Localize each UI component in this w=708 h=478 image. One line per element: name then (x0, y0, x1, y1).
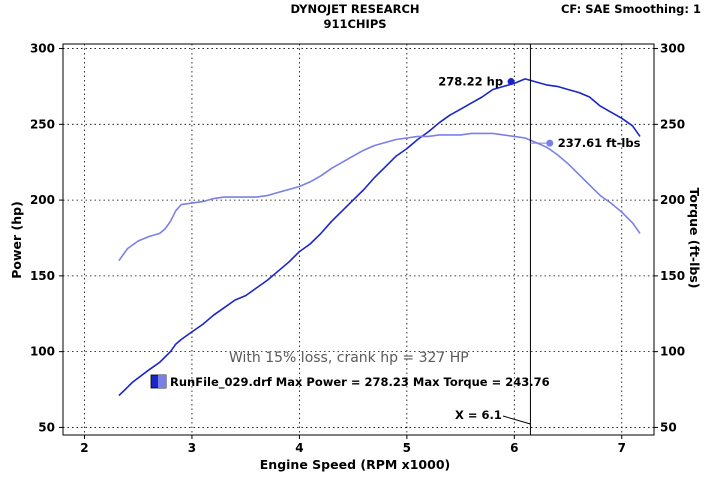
legend-text: RunFile_029.drf Max Power = 278.23 Max T… (170, 375, 550, 390)
power-marker-dot[interactable] (507, 78, 515, 86)
y-tick-label-right: 200 (660, 193, 685, 207)
torque-marker-dot[interactable] (546, 139, 554, 147)
chart-subtitle: 911CHIPS (323, 17, 386, 31)
x-tick-label: 5 (403, 441, 411, 455)
y-tick-label-left: 50 (38, 420, 55, 434)
y-axis-label-right: Torque (ft-lbs) (687, 188, 702, 289)
legend: RunFile_029.drf Max Power = 278.23 Max T… (150, 374, 550, 390)
y-tick-label-left: 150 (30, 269, 55, 283)
y-tick-label-right: 100 (660, 345, 685, 359)
left-axis-ticks: 50 100 150 200 250 300 (30, 42, 63, 434)
cursor-leader (502, 415, 531, 425)
y-tick-label-left: 250 (30, 117, 55, 131)
bottom-axis-ticks: 2 3 4 5 6 7 (80, 435, 626, 455)
y-tick-label-right: 300 (660, 42, 685, 56)
status-text: CF: SAE Smoothing: 1 (561, 2, 701, 16)
x-tick-label: 4 (295, 441, 303, 455)
y-tick-label-left: 200 (30, 193, 55, 207)
x-tick-label: 6 (510, 441, 518, 455)
x-axis-label: Engine Speed (RPM x1000) (260, 457, 450, 472)
plot-area (62, 43, 655, 436)
y-tick-label-left: 300 (30, 42, 55, 56)
x-tick-label: 2 (80, 441, 88, 455)
y-axis-label-left: Power (hp) (9, 201, 24, 279)
cursor-label: X = 6.1 (455, 408, 502, 422)
crank-hp-note: With 15% loss, crank hp = 327 HP (229, 350, 469, 366)
right-axis-ticks: 50 100 150 200 250 300 (654, 42, 685, 434)
y-tick-label-right: 50 (660, 420, 677, 434)
power-marker-label: 278.22 hp (438, 75, 503, 89)
torque-marker-label: 237.61 ft-lbs (558, 136, 641, 150)
y-tick-label-right: 250 (660, 117, 685, 131)
series-layer (118, 78, 641, 397)
legend-swatch-inner (158, 375, 166, 388)
y-tick-label-right: 150 (660, 269, 685, 283)
chart-title: DYNOJET RESEARCH (290, 2, 419, 16)
x-tick-label: 7 (618, 441, 626, 455)
torque-curve (118, 132, 641, 262)
x-tick-label: 3 (188, 441, 196, 455)
y-tick-label-left: 100 (30, 345, 55, 359)
power-curve (118, 78, 641, 397)
